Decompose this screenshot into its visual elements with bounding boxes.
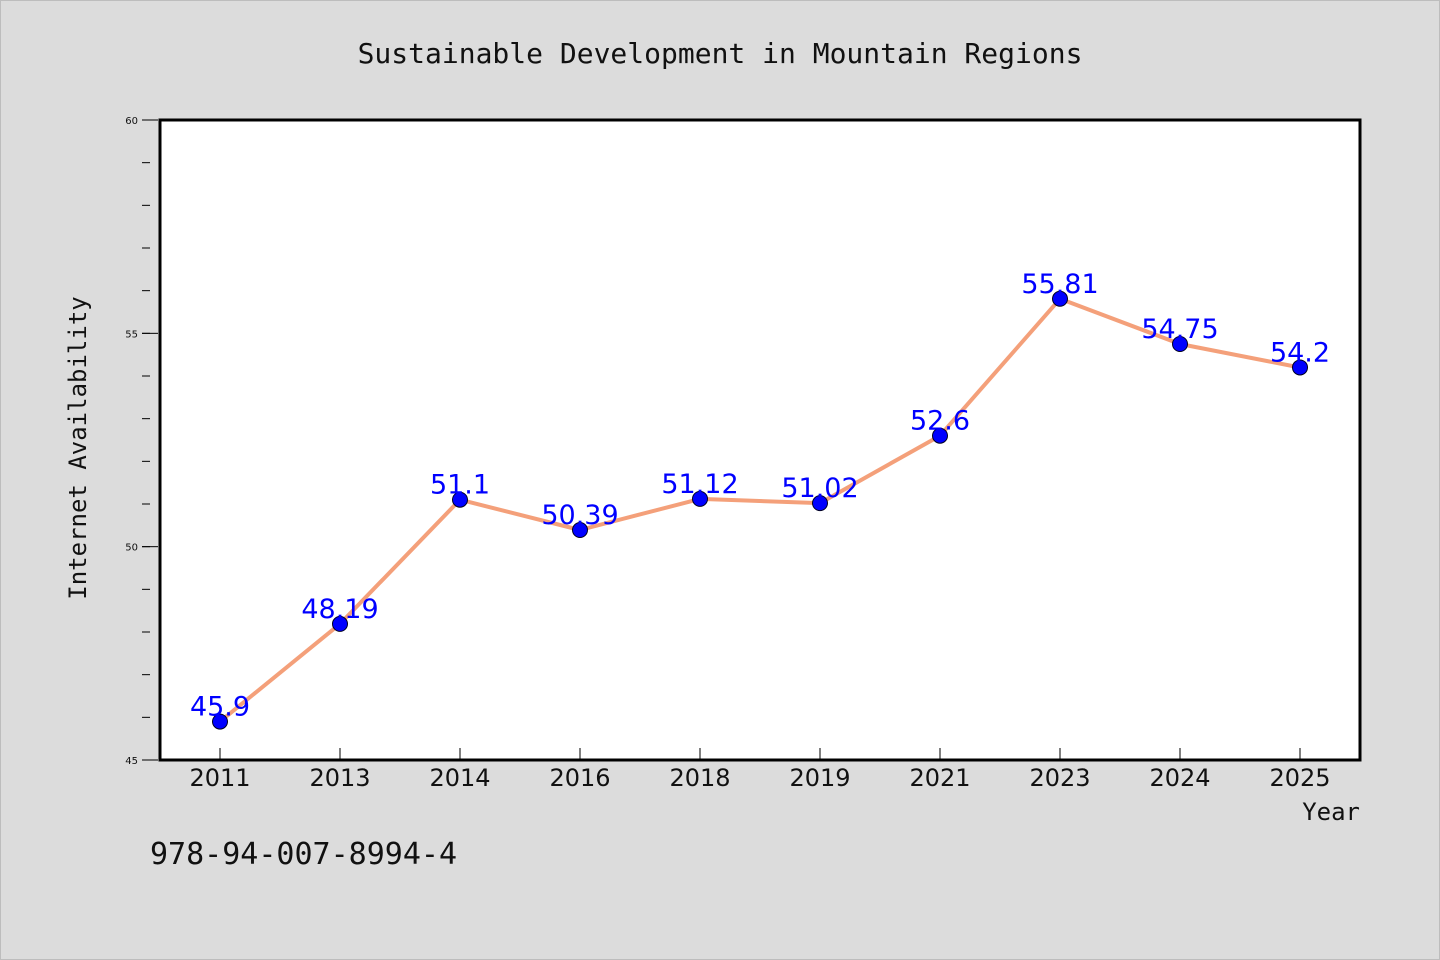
data-label: 54.2 [1270,337,1330,368]
x-tick-label: 2016 [549,764,610,792]
series-line [218,296,1302,724]
x-tick-label: 2013 [309,764,370,792]
y-axis-label: Internet Availability [64,296,92,599]
data-label: 51.1 [430,470,490,501]
data-label: 51.02 [781,473,858,504]
data-point [212,713,228,730]
data-point [812,495,828,512]
data-label: 45.9 [190,692,250,723]
data-markers [212,290,1308,730]
data-label: 48.19 [301,594,378,625]
y-axis-ticks: 45 50 55 60 [125,116,158,767]
plot-frame [158,118,1362,762]
x-tick-label: 2014 [429,764,490,792]
x-tick-label: 2018 [669,764,730,792]
x-tick-label: 2025 [1269,764,1330,792]
data-point [692,490,708,507]
plot-area [160,120,1360,760]
data-point [332,615,348,632]
x-tick-label: 2011 [189,764,250,792]
data-point [1172,336,1188,352]
x-axis-ticks: 2011 2013 2014 2016 2018 2019 2021 2023 2024 2025 [189,748,1331,792]
x-tick-label: 2023 [1029,764,1090,792]
x-axis-label: Year [1302,798,1360,826]
x-tick-label: 2019 [789,764,850,792]
data-point [1052,290,1068,307]
data-point [572,522,588,539]
data-label: 51.12 [661,469,738,500]
data-label: 54.75 [1141,314,1218,345]
y-tick-label: 55 [125,329,138,340]
chart-title: Sustainable Development in Mountain Regi… [358,37,1083,70]
x-tick-label: 2024 [1149,764,1210,792]
y-tick-label: 50 [125,543,138,554]
data-label: 52.6 [910,406,970,437]
y-tick-label: 60 [125,116,138,127]
data-label: 50.39 [541,500,618,531]
data-label: 55.81 [1021,269,1098,300]
identifier-text: 978-94-007-8994-4 [150,837,457,872]
data-point [1292,359,1308,376]
y-tick-label: 45 [125,756,138,767]
data-point [452,491,468,508]
data-labels: 45.9 48.19 51.1 50.39 51.12 51.02 52.6 55.81 54.… [190,269,1330,723]
data-point [932,427,948,444]
x-tick-label: 2021 [909,764,970,792]
